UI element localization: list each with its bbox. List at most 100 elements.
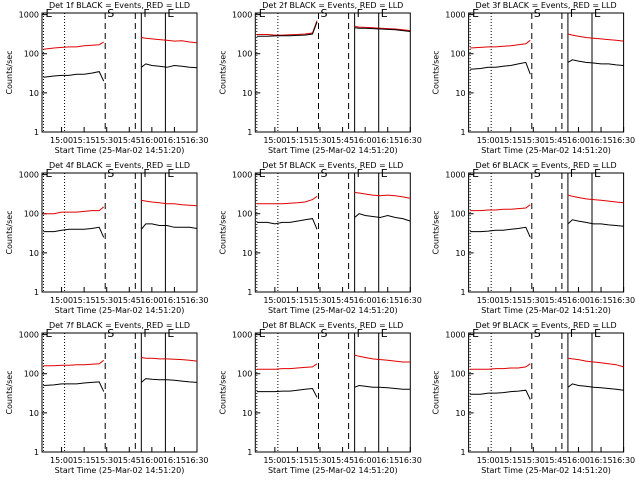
y-tick-label: 100 xyxy=(450,210,465,219)
y-axis-label: Counts/sec xyxy=(432,370,441,414)
y-axis-label: Counts/sec xyxy=(5,370,14,414)
x-tick-label: 15:30 xyxy=(308,136,331,145)
series-line xyxy=(43,378,198,392)
y-tick-label: 1 xyxy=(34,128,39,137)
plot-frame xyxy=(254,12,411,133)
event-label: F xyxy=(570,167,576,180)
event-label: E xyxy=(46,167,53,180)
x-axis-label: Start Time (25-Mar-02 14:51:20) xyxy=(55,306,185,315)
panel: Det 1f BLACK = Events, RED = LLD 1 10 100 10… xyxy=(5,1,209,155)
y-axis-label: Counts/sec xyxy=(218,210,227,254)
y-axis-label: Counts/sec xyxy=(5,210,14,254)
y-tick-label: 10 xyxy=(29,409,39,418)
panel: Det 8f BLACK = Events, RED = LLD 1 10 100 10… xyxy=(218,321,422,475)
x-tick-label: 16:00 xyxy=(140,136,163,145)
y-tick-label: 1 xyxy=(34,288,39,297)
x-tick-label: 16:15 xyxy=(589,136,612,145)
y-tick-label: 1000 xyxy=(232,331,252,340)
y-axis-label: Counts/sec xyxy=(5,50,14,94)
panel: Det 3f BLACK = Events, RED = LLD 1 10 100 10… xyxy=(432,1,636,155)
series-line xyxy=(43,357,198,367)
x-tick-label: 15:00 xyxy=(263,296,286,305)
x-tick-label: 15:45 xyxy=(118,456,141,465)
y-axis-label: Counts/sec xyxy=(432,50,441,94)
series-line xyxy=(256,21,411,37)
x-tick-label: 15:45 xyxy=(331,136,354,145)
x-tick-label: 15:45 xyxy=(118,136,141,145)
x-tick-label: 16:00 xyxy=(354,456,377,465)
x-tick-label: 15:45 xyxy=(544,136,567,145)
event-label: S xyxy=(107,327,114,340)
plot-frame xyxy=(41,172,198,293)
y-tick-label: 1000 xyxy=(445,11,465,20)
y-tick-label: 100 xyxy=(450,50,465,59)
event-label: E xyxy=(381,327,388,340)
x-tick-label: 16:30 xyxy=(185,456,208,465)
event-label: S xyxy=(321,7,328,20)
plot-frame xyxy=(468,332,625,453)
panel: Det 2f BLACK = Events, RED = LLD 1 10 100 10… xyxy=(218,1,422,155)
x-axis-label: Start Time (25-Mar-02 14:51:20) xyxy=(55,146,185,155)
y-tick-label: 100 xyxy=(237,210,252,219)
series-line xyxy=(256,384,411,398)
x-tick-label: 16:00 xyxy=(140,456,163,465)
x-tick-label: 15:15 xyxy=(73,296,96,305)
chart-title: Det 6f BLACK = Events, RED = LLD xyxy=(476,161,617,170)
x-tick-label: 15:30 xyxy=(95,296,118,305)
y-tick-label: 10 xyxy=(242,249,252,258)
panel: Det 6f BLACK = Events, RED = LLD 1 10 100 10… xyxy=(432,161,636,315)
event-label: F xyxy=(143,167,149,180)
panel: Det 5f BLACK = Events, RED = LLD 1 10 100 10… xyxy=(218,161,422,315)
y-tick-label: 1000 xyxy=(445,171,465,180)
event-label: F xyxy=(570,327,576,340)
event-label: S xyxy=(534,167,541,180)
y-tick-label: 1000 xyxy=(19,331,39,340)
series-line xyxy=(470,219,624,238)
x-tick-label: 16:00 xyxy=(567,296,590,305)
x-tick-label: 15:00 xyxy=(50,456,73,465)
y-tick-label: 100 xyxy=(24,370,39,379)
series-line xyxy=(43,199,198,215)
event-label: E xyxy=(259,7,266,20)
x-axis-label: Start Time (25-Mar-02 14:51:20) xyxy=(55,466,185,475)
x-tick-label: 15:15 xyxy=(286,296,309,305)
y-tick-label: 1 xyxy=(247,288,252,297)
event-label: F xyxy=(357,167,363,180)
chart-title: Det 7f BLACK = Events, RED = LLD xyxy=(49,321,190,330)
event-label: E xyxy=(381,7,388,20)
x-tick-label: 16:15 xyxy=(376,296,399,305)
x-tick-label: 15:30 xyxy=(522,136,545,145)
panel: Det 9f BLACK = Events, RED = LLD 1 10 100 10… xyxy=(432,321,636,475)
x-tick-label: 16:30 xyxy=(399,296,422,305)
series-line xyxy=(256,20,411,36)
chart-title: Det 4f BLACK = Events, RED = LLD xyxy=(49,161,190,170)
plot-frame xyxy=(468,12,625,133)
event-label: E xyxy=(472,167,479,180)
x-tick-label: 15:15 xyxy=(499,456,522,465)
x-tick-label: 15:00 xyxy=(263,456,286,465)
x-tick-label: 16:15 xyxy=(376,456,399,465)
x-tick-label: 15:15 xyxy=(286,136,309,145)
event-label: F xyxy=(357,7,363,20)
event-label: E xyxy=(167,7,174,20)
x-tick-label: 15:30 xyxy=(308,456,331,465)
x-tick-label: 16:30 xyxy=(185,296,208,305)
x-tick-label: 16:00 xyxy=(354,136,377,145)
event-label: S xyxy=(321,167,328,180)
event-label: E xyxy=(259,167,266,180)
x-tick-label: 15:15 xyxy=(286,456,309,465)
y-tick-label: 1 xyxy=(247,128,252,137)
y-tick-label: 1 xyxy=(461,448,466,457)
event-label: E xyxy=(167,167,174,180)
y-axis-label: Counts/sec xyxy=(218,50,227,94)
x-tick-label: 16:30 xyxy=(399,456,422,465)
event-label: E xyxy=(594,7,601,20)
x-tick-label: 15:45 xyxy=(118,296,141,305)
x-axis-label: Start Time (25-Mar-02 14:51:20) xyxy=(481,306,611,315)
y-tick-label: 10 xyxy=(242,409,252,418)
x-tick-label: 15:45 xyxy=(544,296,567,305)
y-tick-label: 10 xyxy=(29,89,39,98)
event-label: F xyxy=(570,7,576,20)
event-label: E xyxy=(472,7,479,20)
